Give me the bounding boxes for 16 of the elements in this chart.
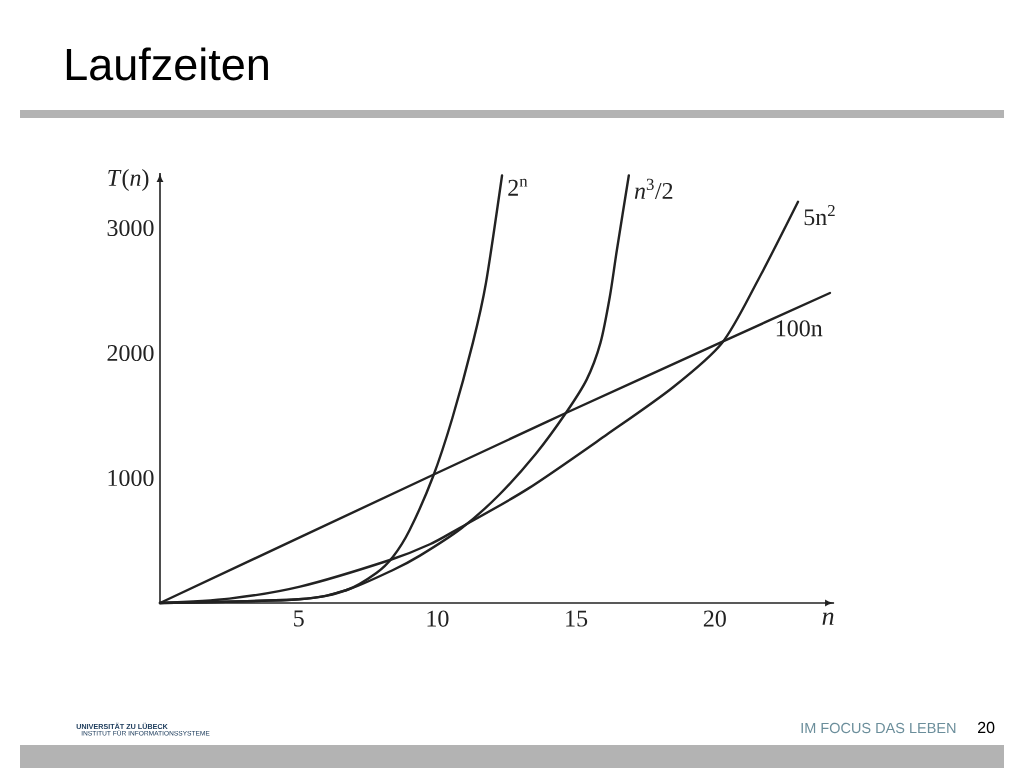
x-tick-label: 15 — [566, 610, 588, 627]
y-tick-label: 3000 — [107, 219, 154, 237]
series-label: 5n$^{2}$ — [804, 204, 835, 226]
text: 20 — [978, 721, 995, 734]
text: IM FOCUS DAS LEBEN — [801, 722, 956, 734]
series-label: 2$^{n}$ — [508, 178, 528, 196]
x-tick-label: 5 — [294, 610, 304, 627]
y-tick-label: 2000 — [107, 344, 154, 362]
series-label: 100n — [776, 320, 823, 337]
y-tick-label: 1000 — [108, 469, 154, 487]
x-axis-title: n — [822, 612, 834, 625]
x-tick-label: 20 — [703, 610, 726, 627]
series-label: n$^{3}$/2 — [634, 178, 673, 200]
chart-title: Laufzeiten — [66, 47, 268, 81]
x-tick-label: 10 — [427, 610, 449, 627]
y-axis-title: T(n) — [108, 169, 149, 191]
